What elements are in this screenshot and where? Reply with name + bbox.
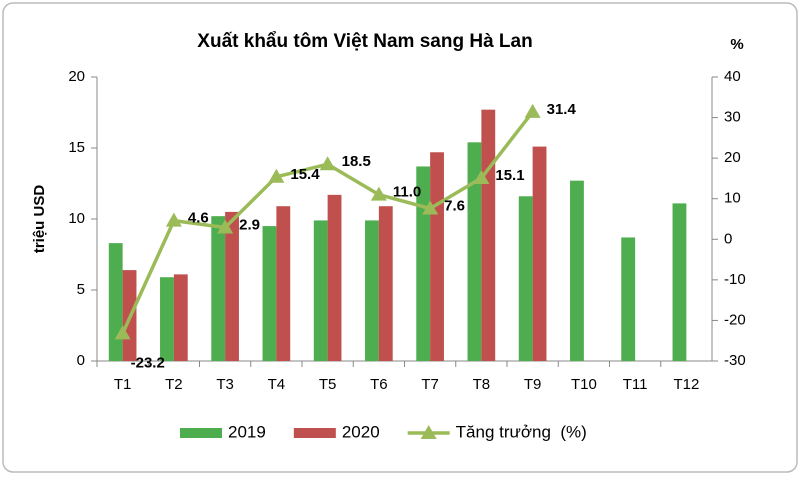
value-label: -23.2 [131,354,165,371]
marker [524,103,541,118]
y2-axis-title: % [730,36,743,53]
y2-tick-label: -20 [724,311,746,328]
x-tick-label: T11 [623,376,648,393]
marker [473,170,490,185]
y-tick-label: 15 [68,139,85,156]
y2-tick-label: 0 [724,230,732,247]
bar [378,206,393,361]
frame [2,2,798,473]
bar [327,194,342,361]
bar [621,237,636,361]
y-axis-title: triệu USD [31,185,48,254]
bar [276,206,291,361]
marker [268,168,285,183]
legend-label: 2020 [342,422,380,441]
y2-tick-label: 40 [724,68,741,85]
y-tick-label: 10 [68,210,85,227]
y2-tick-label: 10 [724,190,741,207]
x-tick-label: T6 [370,376,388,393]
marker [422,200,439,215]
legend-swatch [420,425,437,439]
legend-swatch [180,428,222,438]
legend-label: Tăng trưởng (%) [456,422,587,441]
value-label: 2.9 [239,216,260,233]
value-label: 7.6 [444,197,465,214]
legend-swatch [293,428,336,438]
value-label: 4.6 [188,210,209,227]
chart-title: Xuất khẩu tôm Việt Nam sang Hà Lan [197,31,532,52]
y2-tick-label: -10 [724,271,746,288]
bar [672,203,687,361]
bar [108,243,123,361]
x-tick-label: T12 [673,376,699,393]
x-tick-label: T1 [114,376,132,393]
x-tick-label: T2 [165,376,183,393]
bar [225,211,239,361]
value-label: 11.0 [393,184,421,201]
bar [173,274,188,361]
x-tick-label: T3 [216,376,234,393]
y-tick-label: 20 [68,68,85,85]
marker [319,156,336,171]
y-tick-label: 5 [77,281,85,298]
bar [313,220,328,361]
bar [570,180,584,361]
x-tick-label: T7 [421,376,439,393]
value-label: 15.4 [290,166,320,183]
marker [370,186,387,201]
x-tick-label: T4 [268,376,286,393]
y-tick-label: 0 [77,352,85,369]
y2-tick-label: -30 [724,352,746,369]
value-label: 15.1 [495,167,524,184]
bar [518,196,533,361]
marker [165,212,182,227]
bar [532,146,547,361]
marker [217,219,234,234]
bar [430,152,444,361]
bar [365,220,379,361]
x-tick-label: T10 [571,376,597,393]
x-tick-label: T5 [319,376,337,393]
bar [481,109,496,361]
bar [467,142,482,361]
x-tick-label: T9 [524,376,542,393]
value-label: 18.5 [342,153,371,170]
x-tick-label: T8 [473,376,491,393]
bar [211,216,226,361]
bar [160,277,174,361]
bar [416,166,431,361]
bar [262,226,277,361]
value-label: 31.4 [547,101,577,118]
marker [114,325,131,340]
legend-label: 2019 [228,422,266,441]
y2-tick-label: 20 [724,149,741,166]
y2-tick-label: 30 [724,109,741,126]
